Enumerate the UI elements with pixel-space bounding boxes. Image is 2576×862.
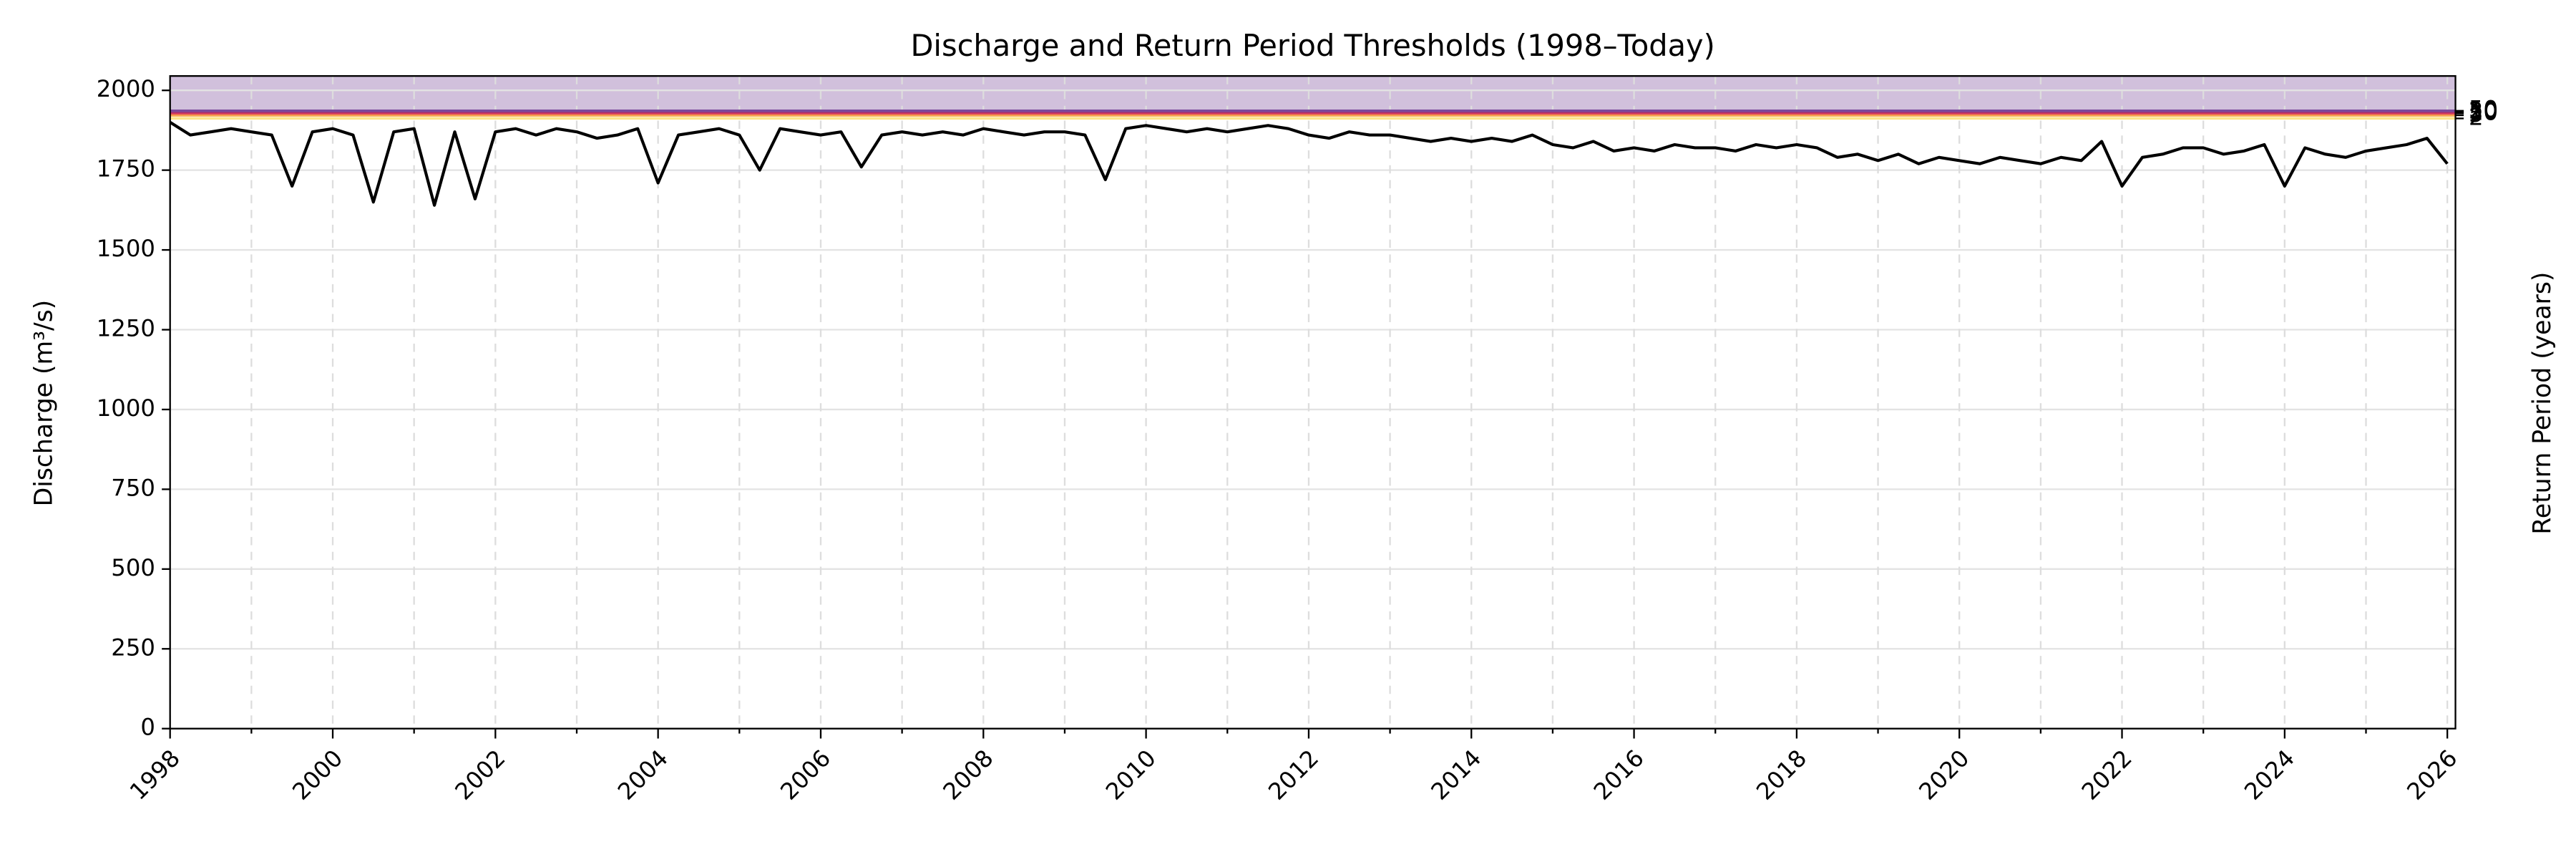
discharge-line	[169, 121, 2449, 207]
y2-tick-label: 50	[2469, 96, 2498, 123]
y-tick-label: 250	[111, 634, 155, 661]
y-tick-label: 500	[111, 554, 155, 581]
y-axis-label: Discharge (m³/s)	[29, 300, 58, 507]
y-tick-label: 1750	[97, 155, 155, 183]
y-tick-label: 750	[111, 474, 155, 501]
chart-title: Discharge and Return Period Thresholds (…	[910, 28, 1714, 63]
grid	[169, 76, 2456, 730]
threshold-bands	[170, 76, 2456, 119]
threshold-band	[170, 76, 2456, 111]
y-tick-label: 0	[140, 714, 155, 741]
y2-tick-label: 20	[2469, 97, 2498, 125]
y-tick-label: 1250	[97, 315, 155, 342]
y2-tick-label: 5	[2469, 100, 2484, 127]
y2-axis-label: Return Period (years)	[2528, 272, 2557, 535]
y2-tick-label: 2	[2469, 103, 2484, 130]
plot-frame	[169, 75, 2457, 730]
y-tick-label: 1500	[97, 235, 155, 262]
threshold-band	[170, 115, 2456, 119]
y2-tick-label: 10	[2469, 98, 2498, 125]
plot-area	[169, 110, 2456, 207]
y-tick-label: 2000	[97, 75, 155, 102]
y-tick-label: 1000	[97, 394, 155, 422]
